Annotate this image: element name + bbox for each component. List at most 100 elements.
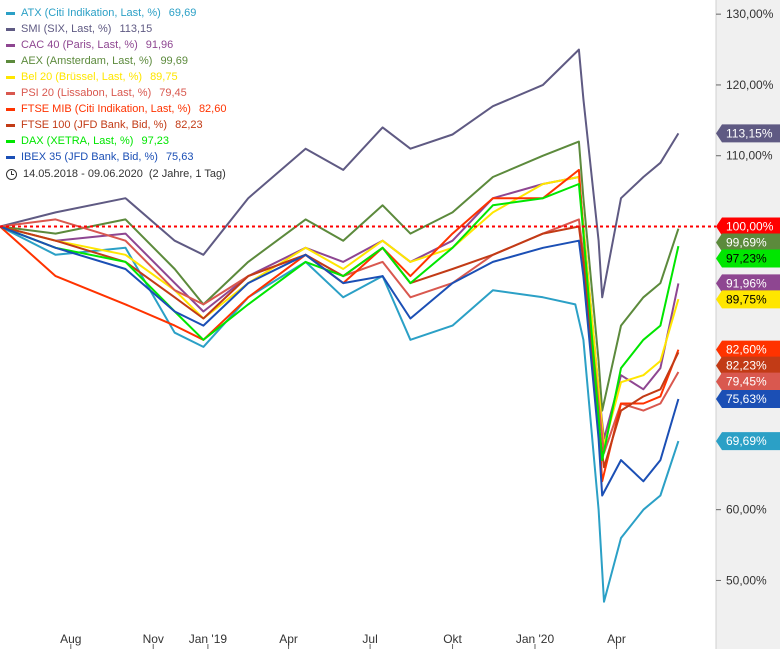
legend-label: FTSE MIB (Citi Indikation, Last, %) <box>21 103 191 115</box>
value-tag-label: 79,45% <box>726 375 767 389</box>
range-note: (2 Jahre, 1 Tag) <box>148 168 226 180</box>
legend-swatch <box>6 91 15 95</box>
series-line-0 <box>0 225 680 603</box>
legend-label: IBEX 35 (JFD Bank, Bid, %) <box>21 151 158 163</box>
legend-label: ATX (Citi Indikation, Last, %) <box>21 7 161 19</box>
x-tick-label: Apr <box>279 632 298 646</box>
value-tag-shape <box>716 274 780 293</box>
value-tag-shape <box>716 356 780 375</box>
legend-entry: FTSE 100 (JFD Bank, Bid, %) 82,23 <box>6 117 226 133</box>
legend-value: 97,23 <box>141 135 170 147</box>
legend-entry: ATX (Citi Indikation, Last, %) 69,69 <box>6 5 226 21</box>
legend-swatch <box>6 75 15 79</box>
y-tick-label: 60,00% <box>726 503 767 517</box>
legend-value: 99,69 <box>160 55 188 67</box>
value-tag-shape <box>716 432 780 451</box>
legend-swatch <box>6 139 15 143</box>
legend-swatch <box>6 155 15 159</box>
value-tag-label: 75,63% <box>726 392 767 406</box>
date-range-row: 14.05.2018 - 09.06.2020 (2 Jahre, 1 Tag) <box>6 166 226 182</box>
x-tick-label: Jul <box>362 632 377 646</box>
value-tag-label: 69,69% <box>726 434 767 448</box>
value-tag-shape <box>716 233 780 252</box>
legend-entry: PSI 20 (Lissabon, Last, %) 79,45 <box>6 85 226 101</box>
y-tick-label: 50,00% <box>726 573 767 587</box>
y-axis: 50,00% 60,00% 110,00% 120,00% 130,00% <box>716 7 774 587</box>
value-tag: 97,23% <box>716 249 780 268</box>
series-line-8 <box>0 183 680 462</box>
value-tag: 113,15% <box>716 124 780 143</box>
x-tick-label: Aug <box>60 632 81 646</box>
legend-entry: DAX (XETRA, Last, %) 97,23 <box>6 133 226 149</box>
y-axis-panel <box>716 0 780 649</box>
x-tick-label: Okt <box>443 632 462 646</box>
value-tag: 100,00% <box>716 217 780 236</box>
x-tick-label: Jan '19 <box>189 632 228 646</box>
value-tag-label: 82,60% <box>726 343 767 357</box>
legend: ATX (Citi Indikation, Last, %) 69,69 SMI (… <box>6 5 226 182</box>
value-tag-label: 113,15% <box>726 126 773 140</box>
series-line-6 <box>0 168 680 483</box>
legend-swatch <box>6 11 15 15</box>
value-tag-shape <box>716 249 780 268</box>
legend-value: 75,63 <box>165 151 194 163</box>
legend-value: 79,45 <box>159 87 187 99</box>
date-range: 14.05.2018 - 09.06.2020 <box>23 168 143 180</box>
legend-label: CAC 40 (Paris, Last, %) <box>21 39 138 51</box>
legend-entry: AEX (Amsterdam, Last, %) 99,69 <box>6 53 226 69</box>
legend-rows: ATX (Citi Indikation, Last, %) 69,69 SMI (… <box>6 5 226 165</box>
value-tag: 82,23% <box>716 356 780 375</box>
value-tag-label: 82,23% <box>726 359 767 373</box>
legend-label: DAX (XETRA, Last, %) <box>21 135 134 147</box>
legend-swatch <box>6 43 15 47</box>
legend-swatch <box>6 123 15 127</box>
value-tag: 91,96% <box>716 274 780 293</box>
legend-label: AEX (Amsterdam, Last, %) <box>21 55 153 67</box>
legend-entry: Bel 20 (Brüssel, Last, %) 89,75 <box>6 69 226 85</box>
value-tag: 99,69% <box>716 233 780 252</box>
legend-value: 82,23 <box>175 119 203 131</box>
value-tag-label: 97,23% <box>726 252 767 266</box>
value-tag-shape <box>716 217 780 236</box>
value-tag-shape <box>716 340 780 359</box>
value-tag-shape <box>716 290 780 309</box>
value-tag: 79,45% <box>716 372 780 391</box>
legend-entry: IBEX 35 (JFD Bank, Bid, %) 75,63 <box>6 149 226 165</box>
value-tag-label: 89,75% <box>726 292 767 306</box>
legend-swatch <box>6 107 15 111</box>
legend-swatch <box>6 59 15 63</box>
legend-value: 113,15 <box>119 23 153 35</box>
series-line-9 <box>0 225 680 497</box>
value-tag-shape <box>716 124 780 143</box>
legend-label: SMI (SIX, Last, %) <box>21 23 112 35</box>
y-tick-label: 130,00% <box>726 7 774 21</box>
legend-entry: SMI (SIX, Last, %) 113,15 <box>6 21 226 37</box>
legend-swatch <box>6 27 15 31</box>
value-tag-label: 99,69% <box>726 236 767 250</box>
legend-entry: CAC 40 (Paris, Last, %) 91,96 <box>6 37 226 53</box>
y-tick-label: 110,00% <box>726 149 773 163</box>
value-tag-label: 100,00% <box>726 220 774 234</box>
series-line-3 <box>0 140 680 412</box>
series-line-7 <box>0 225 680 469</box>
x-tick-label: Apr <box>607 632 626 646</box>
value-tag: 75,63% <box>716 390 780 409</box>
x-tick-label: Nov <box>143 632 164 646</box>
value-tag-label: 91,96% <box>726 276 767 290</box>
value-tag-shape <box>716 372 780 391</box>
legend-value: 89,75 <box>150 71 178 83</box>
value-tag: 89,75% <box>716 290 780 309</box>
clock-icon <box>6 168 17 180</box>
legend-value: 91,96 <box>145 39 174 51</box>
series-line-1 <box>0 48 680 299</box>
legend-entry: FTSE MIB (Citi Indikation, Last, %) 82,60 <box>6 101 226 117</box>
x-axis: Aug Nov Jan '19 Apr Jul Okt Jan '20 Apr <box>60 632 626 649</box>
value-tag: 69,69% <box>716 432 780 451</box>
value-tag-shape <box>716 390 780 409</box>
y-tick-label: 120,00% <box>726 78 774 92</box>
legend-value: 69,69 <box>168 7 197 19</box>
value-tag: 82,60% <box>716 340 780 359</box>
legend-label: Bel 20 (Brüssel, Last, %) <box>21 71 143 83</box>
legend-value: 82,60 <box>198 103 227 115</box>
